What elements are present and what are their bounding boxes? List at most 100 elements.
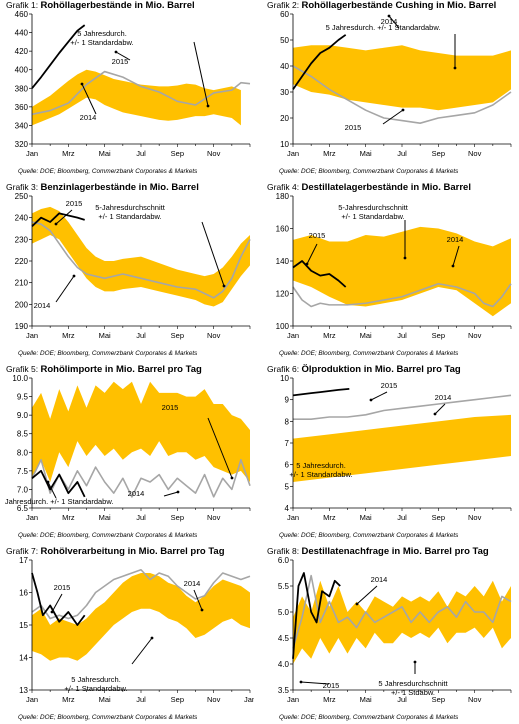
annotation-arrow <box>222 284 226 288</box>
annotation-text: 2015 <box>66 199 83 208</box>
x-tick-label: Nov <box>468 695 482 704</box>
y-tick-label: 200 <box>15 300 29 309</box>
annotation-leader <box>201 221 225 287</box>
panel-8: Grafik 8: Destillatenachfrage in Mio. Ba… <box>265 546 515 724</box>
y-tick-label: 4 <box>285 504 290 513</box>
panel-2: Grafik 2: Rohöllagerbestände Cushing in … <box>265 0 515 178</box>
annotation-arrow <box>150 636 154 640</box>
x-tick-label: Mai <box>360 695 372 704</box>
annotation-text: 2015 <box>309 231 326 240</box>
grafik-prefix: Grafik 2: <box>267 0 302 10</box>
source-note: Quelle: DOE; Bloomberg, Commerzbank Corp… <box>18 350 198 357</box>
panel-title: Grafik 3: Benzinlagerbestände in Mio. Ba… <box>6 182 199 193</box>
x-tick-label: Sep <box>171 331 184 340</box>
panel-title: Grafik 7: Rohölverarbeitung in Mio. Barr… <box>6 546 225 557</box>
x-tick-label: Jan <box>26 149 38 158</box>
chart-title: Benzinlagerbestände in Mio. Barrel <box>40 182 199 193</box>
y-tick-label: 8.0 <box>17 448 29 457</box>
annotation-arrow <box>453 66 457 70</box>
grafik-prefix: Grafik 4: <box>267 182 302 192</box>
series-line-2014 <box>31 70 251 116</box>
x-tick-label: Sep <box>171 513 184 522</box>
annotation-arrow <box>230 476 234 480</box>
std-band <box>293 580 511 664</box>
panel-1: Grafik 1: Rohöllagerbestände in Mio. Bar… <box>4 0 254 178</box>
y-tick-label: 7 <box>285 439 290 448</box>
chart-title: Destillatenachfrage in Mio. Barrel pro T… <box>301 546 489 557</box>
x-tick-label: Jul <box>397 149 407 158</box>
series-line-2014 <box>292 574 512 649</box>
y-tick-label: 180 <box>276 192 290 201</box>
grafik-prefix: Grafik 8: <box>267 546 302 556</box>
annotation-text: 2014 <box>371 575 388 584</box>
x-tick-label: Jul <box>397 513 407 522</box>
y-tick-label: 400 <box>15 66 29 75</box>
x-tick-label: Mrz <box>323 149 336 158</box>
annotation-arrow <box>403 256 407 260</box>
annotation-arrow <box>401 108 405 112</box>
x-tick-label: Sep <box>171 149 184 158</box>
series-line-2014 <box>31 458 251 498</box>
y-tick-label: 60 <box>280 10 289 19</box>
x-tick-label: Jul <box>136 695 146 704</box>
grafik-prefix: Grafik 6: <box>267 364 302 374</box>
series-line-2015 <box>292 387 350 397</box>
x-tick-label: Nov <box>468 331 482 340</box>
x-tick-label: Sep <box>432 149 445 158</box>
series-line-2014 <box>292 282 512 308</box>
annotation-text: 2014 <box>435 393 452 402</box>
x-tick-label: Jan <box>287 513 299 522</box>
x-tick-label: Jan <box>287 149 299 158</box>
std-band <box>32 206 250 307</box>
chart-title: Rohöllagerbestände Cushing in Mio. Barre… <box>301 0 497 11</box>
y-tick-label: 240 <box>15 214 29 223</box>
y-tick-label: 5 <box>285 482 290 491</box>
annotation-leader <box>356 585 378 605</box>
source-note: Quelle: DOE; Bloomberg, Commerzbank Corp… <box>18 714 198 721</box>
y-tick-label: 210 <box>15 279 29 288</box>
y-tick-label: 16 <box>19 589 28 598</box>
x-tick-label: Nov <box>207 149 221 158</box>
y-tick-label: 10 <box>280 374 289 383</box>
annotation-leader <box>388 15 400 29</box>
y-tick-label: 250 <box>15 192 29 201</box>
x-tick-label: Jul <box>397 331 407 340</box>
panel-title: Grafik 1: Rohöllagerbestände in Mio. Bar… <box>6 0 195 11</box>
x-tick-label: Jan <box>26 695 38 704</box>
annotation-text: 5 Jahresdurch. +/- 1 Standardabw. <box>289 461 352 479</box>
std-band <box>293 226 511 317</box>
panel-7: Grafik 7: Rohölverarbeitung in Mio. Barr… <box>4 546 254 724</box>
y-tick-label: 100 <box>276 322 290 331</box>
panel-title: Grafik 4: Destillatelagerbestände in Mio… <box>267 182 471 193</box>
annotation-leader <box>131 637 153 665</box>
x-tick-label: Mrz <box>62 695 75 704</box>
annotation-text: 2015 <box>54 583 71 592</box>
y-tick-label: 6.5 <box>17 504 29 513</box>
annotation-text: 2015 <box>323 681 340 690</box>
annotation-leader <box>193 589 203 611</box>
series-line-2015 <box>31 24 86 89</box>
y-tick-label: 7.0 <box>17 485 29 494</box>
annotation-arrow <box>200 608 204 612</box>
panel-title: Grafik 6: Ölproduktion in Mio. Barrel pr… <box>267 364 461 375</box>
chart-5: 6.5 7.0 7.5 8.0 8.5 9.0 9.5 10.0 Jan Mrz Mai Jul Sep… <box>4 374 251 522</box>
chart-7: 13 14 15 16 17 Jan Mrz Mai Jul Sep Nov Jan 2015 2014 5… <box>19 556 254 704</box>
y-tick-label: 4.5 <box>278 634 290 643</box>
grafik-prefix: Grafik 5: <box>6 364 41 374</box>
y-tick-label: 10 <box>280 140 289 149</box>
annotation-leader <box>207 417 233 479</box>
x-tick-label: Mai <box>99 695 111 704</box>
chart-title: Rohöllagerbestände in Mio. Barrel <box>40 0 195 11</box>
y-tick-label: 40 <box>280 62 289 71</box>
annotation-leader <box>370 391 388 401</box>
y-tick-label: 6.0 <box>278 556 290 565</box>
annotation-leader <box>81 83 97 115</box>
annotation-arrow <box>355 602 359 606</box>
y-tick-label: 360 <box>15 103 29 112</box>
panel-6: Grafik 6: Ölproduktion in Mio. Barrel pr… <box>265 364 515 542</box>
x-tick-label: Mai <box>360 331 372 340</box>
annotation-leader <box>382 109 404 125</box>
series-line-2014 <box>31 568 251 620</box>
x-tick-label: Mai <box>360 149 372 158</box>
panel-title: Grafik 8: Destillatenachfrage in Mio. Ba… <box>267 546 489 557</box>
